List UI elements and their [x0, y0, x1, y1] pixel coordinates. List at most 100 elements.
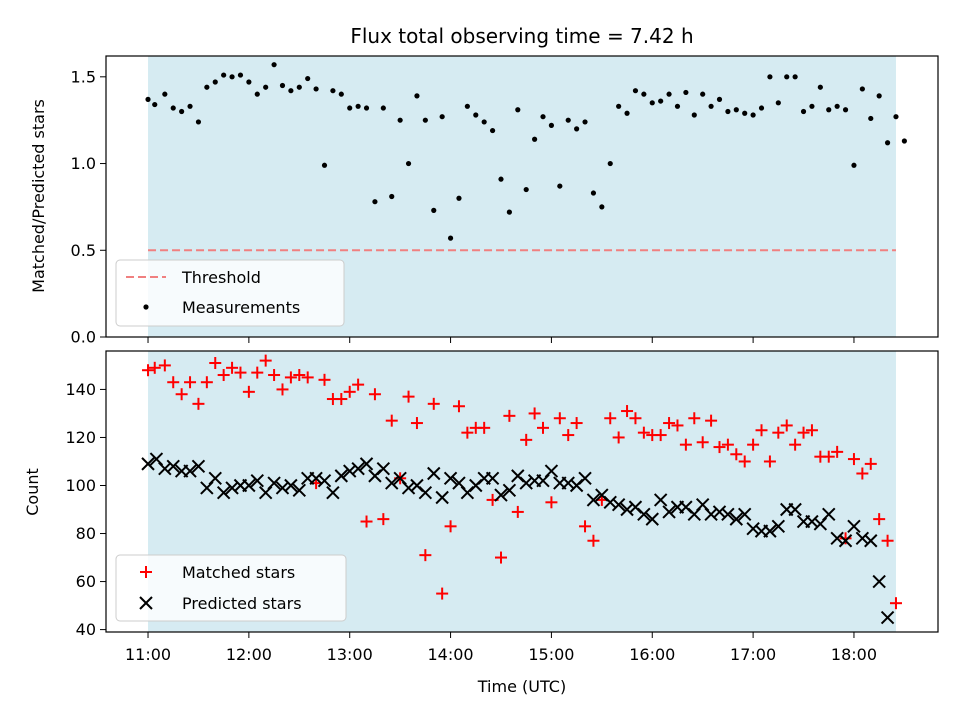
- predicted-star-point: [847, 519, 861, 534]
- predicted-star-point: [401, 481, 416, 495]
- measurement-point: [742, 110, 748, 116]
- measurement-point: [784, 74, 790, 80]
- ratio-panel: 0.0 0.5 1.0 1.5 Matched/Predicted stars Thr…: [29, 55, 939, 347]
- measurement-point: [842, 107, 849, 113]
- matched-star-point: [368, 388, 381, 401]
- matched-star-point: [184, 376, 197, 389]
- measurement-point: [279, 82, 286, 89]
- matched-star-point: [528, 407, 541, 420]
- predicted-star-point: [158, 461, 172, 476]
- measurement-point: [254, 91, 260, 97]
- count-axis-ticks: 40 60 80 100 120 140 11:00 12:00 13:00 14:00 15:00…: [65, 380, 877, 664]
- measurement-point: [876, 93, 882, 99]
- measurement-point: [212, 79, 218, 85]
- measurement-point: [179, 108, 185, 115]
- matched-star-point: [562, 429, 575, 442]
- matched-star-point: [847, 453, 860, 466]
- matched-star-point: [301, 371, 314, 384]
- predicted-star-point: [208, 471, 222, 485]
- measurement-point: [540, 114, 546, 120]
- ratio-legend-box: [115, 259, 345, 327]
- measurement-point: [683, 89, 689, 96]
- measurement-point: [187, 103, 193, 109]
- y-tick-label: 100: [65, 476, 96, 495]
- matched-star-point: [259, 354, 272, 367]
- predicted-star-point: [502, 483, 517, 498]
- measurement-point: [195, 119, 202, 125]
- measurement-point: [674, 103, 681, 109]
- predicted-star-point: [805, 514, 819, 529]
- x-axis-label: Time (UTC): [477, 677, 566, 696]
- matched-star-point: [444, 520, 457, 533]
- measurement-point: [582, 119, 588, 125]
- predicted-star-point: [494, 488, 508, 502]
- matched-star-point: [419, 549, 432, 562]
- measurement-point: [152, 101, 158, 108]
- chart-title: Flux total observing time = 7.42 h: [350, 24, 693, 48]
- count-plot-frame: [105, 350, 939, 633]
- matched-star-point: [587, 534, 600, 547]
- predicted-star-point: [578, 471, 592, 485]
- x-tick-label: 18:00: [831, 645, 877, 664]
- measurement-point: [658, 98, 664, 104]
- predicted-star-point: [376, 461, 391, 476]
- y-tick-label: 140: [65, 380, 96, 399]
- predicted-star-point: [435, 490, 449, 505]
- matched-star-point: [545, 496, 558, 509]
- predicted-star-point: [620, 502, 634, 517]
- measurement-point: [557, 183, 563, 189]
- predicted-star-point: [763, 524, 777, 538]
- measurement-point: [809, 103, 815, 109]
- predicted-star-point: [242, 478, 256, 493]
- measurement-point: [868, 115, 874, 122]
- predicted-star-point: [284, 478, 298, 493]
- matched-star-point: [167, 376, 180, 389]
- matched-star-point: [864, 457, 877, 470]
- measurement-point: [380, 105, 386, 111]
- predicted-star-point: [225, 481, 239, 495]
- predicted-star-point: [351, 461, 365, 476]
- x-tick-label: 11:00: [125, 645, 171, 664]
- predicted-star-point: [586, 493, 601, 507]
- predicted-star-point: [611, 498, 626, 512]
- predicted-star-point: [788, 502, 802, 517]
- predicted-star-point: [275, 481, 290, 495]
- matched-star-point: [276, 383, 289, 396]
- matched-star-point: [461, 426, 474, 439]
- matched-star-point: [713, 441, 726, 454]
- matched-star-point: [755, 424, 768, 437]
- matched-star-point: [352, 378, 365, 391]
- matched-star-point: [763, 455, 776, 468]
- x-tick-label: 12:00: [226, 645, 272, 664]
- matched-star-point: [402, 390, 415, 403]
- matched-star-point: [452, 400, 465, 413]
- measurement-point: [859, 86, 865, 92]
- measurement-point: [389, 193, 395, 200]
- y-tick-label: 0.0: [71, 328, 96, 347]
- matched-star-point: [148, 361, 161, 374]
- measurement-point: [355, 103, 361, 109]
- predicted-star-point: [292, 483, 307, 498]
- matched-star-point: [478, 421, 491, 434]
- y-tick-label: 40: [76, 620, 96, 639]
- matched-star-point: [881, 534, 894, 547]
- matched-star-point: [360, 515, 373, 528]
- count-legend-box: [115, 554, 347, 622]
- matched-star-point: [494, 551, 507, 564]
- matched-star-point: [410, 417, 423, 430]
- matched-star-point: [268, 369, 281, 382]
- matched-star-point: [889, 597, 902, 610]
- matched-star-point: [343, 385, 356, 398]
- matched-star-point: [797, 426, 810, 439]
- measurement-point: [347, 105, 353, 111]
- matched-star-point: [822, 450, 835, 463]
- matched-star-point: [436, 587, 449, 600]
- measurement-point: [414, 93, 420, 99]
- ratio-axis-ticks: 0.0 0.5 1.0 1.5: [71, 67, 855, 347]
- predicted-star-point: [771, 519, 786, 534]
- measurement-point: [481, 119, 487, 125]
- predicted-star-point: [653, 493, 668, 507]
- predicted-star-point: [326, 485, 340, 500]
- measurement-point: [170, 105, 176, 111]
- matched-star-point: [637, 426, 650, 439]
